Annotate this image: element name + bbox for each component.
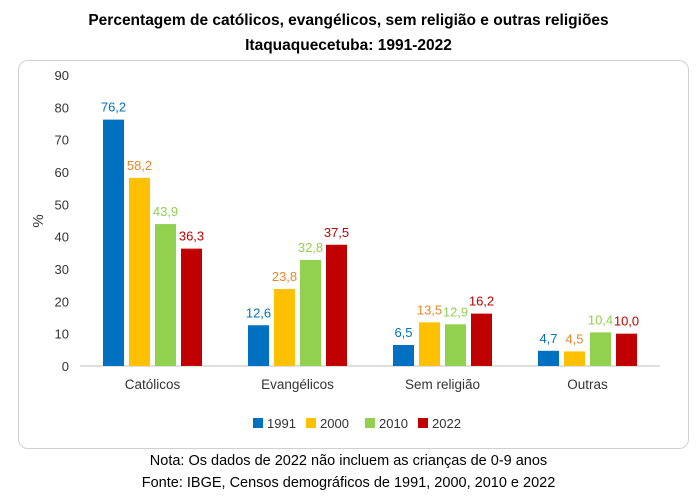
bar	[129, 177, 150, 366]
y-tick-label: 60	[55, 165, 69, 180]
bar	[103, 119, 124, 367]
y-tick-label: 70	[55, 133, 69, 148]
data-label: 23,8	[272, 269, 297, 284]
bar	[419, 322, 440, 366]
data-label: 4,5	[565, 331, 583, 346]
data-label: 36,3	[179, 229, 204, 244]
legend-label: 2022	[432, 416, 461, 431]
chart-note: Nota: Os dados de 2022 não incluem as cr…	[149, 453, 548, 469]
data-label: 16,2	[469, 294, 494, 309]
bar	[538, 350, 559, 366]
chart-title: Percentagem de católicos, evangélicos, s…	[88, 12, 609, 29]
y-tick-label: 90	[55, 68, 69, 83]
bar	[564, 351, 585, 366]
data-label: 37,5	[324, 225, 349, 240]
x-tick-label: Evangélicos	[261, 377, 334, 392]
data-label: 43,9	[153, 204, 178, 219]
y-tick-label: 50	[55, 197, 69, 212]
legend-swatch	[253, 418, 263, 428]
data-label: 10,4	[588, 312, 613, 327]
x-tick-label: Sem religião	[405, 377, 480, 392]
y-tick-label: 40	[55, 230, 69, 245]
bar	[300, 259, 321, 366]
bar	[590, 332, 611, 366]
legend-swatch	[418, 418, 428, 428]
chart-source: Fonte: IBGE, Censos demográficos de 1991…	[141, 475, 556, 491]
chart-subtitle: Itaquaquecetuba: 1991-2022	[245, 37, 452, 54]
bar	[393, 344, 414, 366]
data-label: 4,7	[539, 331, 557, 346]
y-tick-label: 10	[55, 327, 69, 342]
bar	[326, 244, 347, 366]
y-axis-label: %	[30, 214, 47, 227]
bar	[616, 333, 637, 366]
bar	[445, 324, 466, 366]
data-label: 58,2	[127, 158, 152, 173]
data-label: 12,6	[246, 305, 271, 320]
data-label: 76,2	[101, 100, 126, 115]
legend-label: 2010	[379, 416, 408, 431]
bar	[274, 289, 295, 366]
legend-swatch	[306, 418, 316, 428]
data-label: 32,8	[298, 240, 323, 255]
y-tick-label: 0	[62, 359, 69, 374]
x-tick-label: Católicos	[125, 377, 181, 392]
bar	[248, 325, 269, 366]
legend-label: 2000	[320, 416, 349, 431]
legend-swatch	[365, 418, 375, 428]
bar	[181, 248, 202, 366]
y-tick-label: 80	[55, 100, 69, 115]
data-label: 12,9	[443, 304, 468, 319]
data-label: 13,5	[417, 302, 442, 317]
data-label: 6,5	[394, 325, 412, 340]
legend-label: 1991	[267, 416, 296, 431]
x-tick-label: Outras	[567, 377, 608, 392]
bar	[155, 224, 176, 366]
data-label: 10,0	[614, 314, 639, 329]
bar	[471, 313, 492, 366]
chart-frame	[18, 60, 689, 449]
y-tick-label: 30	[55, 262, 69, 277]
y-tick-label: 20	[55, 294, 69, 309]
